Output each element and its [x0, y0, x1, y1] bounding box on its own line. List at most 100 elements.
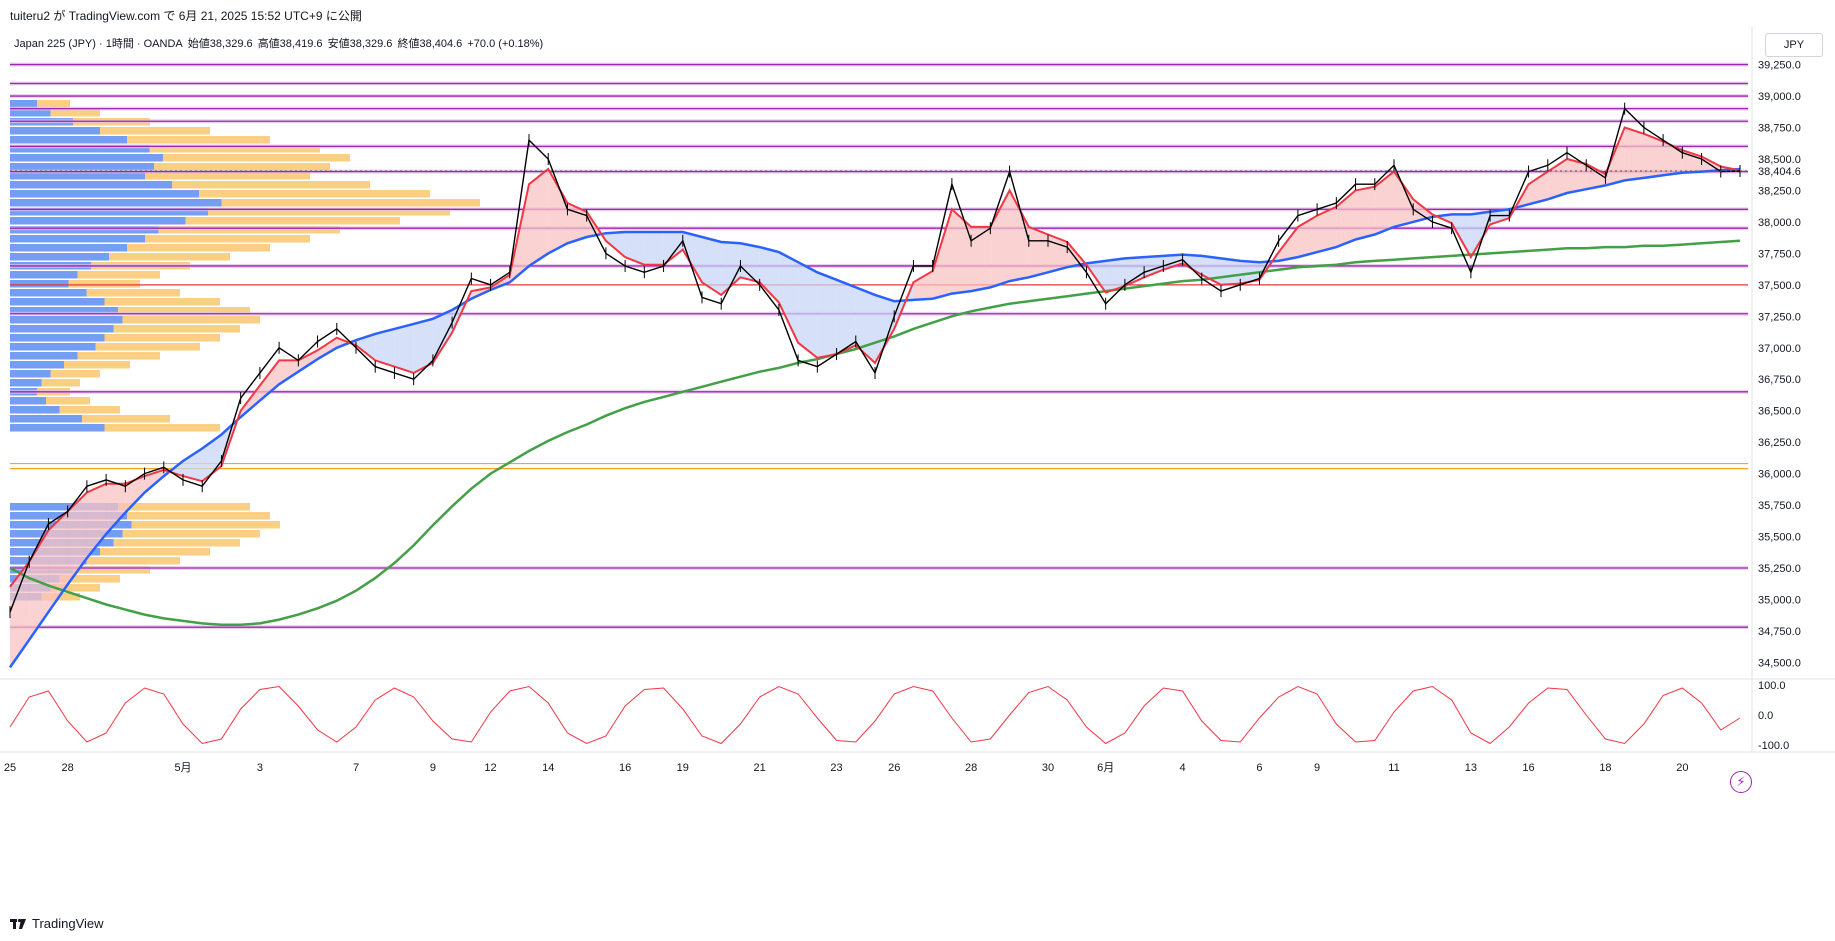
- ema-cloud-segment: [625, 232, 645, 265]
- volume-profile-up-bar: [10, 217, 186, 225]
- brand-name[interactable]: TradingView: [32, 916, 104, 931]
- currency-button[interactable]: JPY: [1765, 33, 1823, 57]
- ema-mid-line: [8, 167, 1741, 669]
- symbol-name[interactable]: Japan 225 (JPY) · 1時間 · OANDA: [14, 38, 183, 50]
- volume-profile-down-bar: [163, 154, 350, 162]
- ema-cloud-segment: [990, 190, 1010, 288]
- ema-cloud-segment: [1240, 260, 1260, 284]
- lightning-icon[interactable]: ⚡: [1730, 771, 1752, 793]
- ema-cloud-segment: [1105, 258, 1125, 293]
- ema-cloud-segment: [1182, 254, 1202, 275]
- volume-profile-up-bar: [10, 271, 78, 279]
- volume-profile-up-bar: [10, 181, 172, 189]
- ema-cloud-segment: [106, 483, 126, 534]
- y-tick-label: 36,750.0: [1758, 374, 1801, 386]
- ema-cloud-segment: [1355, 186, 1375, 240]
- volume-profile-up-bar: [10, 370, 51, 378]
- y-tick-label: 35,000.0: [1758, 594, 1801, 606]
- ema-cloud-segment: [817, 272, 837, 358]
- ema-cloud-segment: [682, 232, 702, 283]
- volume-profile-up-bar: [10, 415, 82, 423]
- ema-cloud-segment: [1297, 215, 1318, 258]
- ema-cloud-segment: [778, 252, 799, 343]
- volume-profile-up-bar: [10, 406, 60, 414]
- volume-profile-up-bar: [10, 199, 222, 207]
- ema-cloud-segment: [740, 243, 760, 283]
- y-tick-label: 37,000.0: [1758, 343, 1801, 355]
- volume-profile-down-bar: [86, 557, 180, 565]
- ema-cloud-segment: [1586, 164, 1606, 190]
- ema-cloud-segment: [529, 169, 549, 266]
- y-tick-label: 39,250.0: [1758, 60, 1801, 72]
- volume-profile-down-bar: [68, 280, 140, 288]
- ema-cloud-segment: [605, 232, 626, 258]
- volume-profile-up-bar: [10, 379, 42, 387]
- x-tick-label: 20: [1676, 762, 1688, 774]
- ema-cloud-segment: [375, 328, 395, 367]
- ema-cloud-segment: [1567, 159, 1587, 193]
- volume-profile-up-bar: [10, 503, 118, 511]
- x-tick-label: 7: [353, 762, 359, 774]
- x-tick-label: 3: [257, 762, 263, 774]
- ema-cloud-segment: [932, 209, 952, 299]
- y-tick-label: 36,500.0: [1758, 406, 1801, 418]
- ema-cloud-segment: [875, 294, 895, 363]
- high-value: 高値38,419.6: [257, 38, 323, 50]
- ema-cloud-segment: [913, 271, 933, 300]
- x-tick-label: 6月: [1097, 762, 1114, 774]
- ema-cloud-segment: [1028, 226, 1048, 278]
- ema-cloud-segment: [644, 232, 664, 265]
- volume-profile-down-bar: [199, 190, 430, 198]
- ema-cloud-segment: [317, 337, 337, 360]
- ema-cloud-segment: [951, 209, 972, 294]
- volume-profile-down-bar: [131, 521, 280, 529]
- x-tick-label: 9: [430, 762, 436, 774]
- ema-cloud-segment: [567, 203, 587, 244]
- change-value: +70.0 (+0.18%): [467, 38, 544, 50]
- volume-profile-up-bar: [10, 154, 163, 162]
- volume-profile-down-bar: [145, 172, 310, 180]
- ema-cloud-segment: [1317, 206, 1337, 253]
- volume-profile-up-bar: [10, 163, 154, 171]
- volume-profile-down-bar: [104, 334, 220, 342]
- volume-profile-down-bar: [104, 424, 220, 432]
- ema-cloud-segment: [29, 530, 49, 640]
- volume-profile-down-bar: [46, 397, 90, 405]
- x-tick-label: 23: [830, 762, 842, 774]
- volume-profile-down-bar: [77, 271, 160, 279]
- low-value: 安値38,329.6: [327, 38, 393, 50]
- volume-profile-down-bar: [118, 307, 250, 315]
- volume-profile-up-bar: [10, 361, 64, 369]
- volume-profile-up-bar: [10, 235, 145, 243]
- ema-cloud-segment: [759, 247, 779, 303]
- volume-profile-down-bar: [95, 343, 200, 351]
- y-tick-label: 35,500.0: [1758, 532, 1801, 544]
- y-tick-label: 35,750.0: [1758, 500, 1801, 512]
- volume-profile-up-bar: [10, 145, 150, 153]
- x-tick-label: 6: [1256, 762, 1262, 774]
- ema-cloud-segment: [259, 360, 280, 401]
- volume-profile-down-bar: [208, 208, 450, 216]
- volume-profile-down-bar: [41, 379, 80, 387]
- oscillator-line: [9, 685, 1741, 745]
- ema-cloud-segment: [10, 561, 30, 668]
- oscillator-tick-label: 100.0: [1758, 680, 1786, 692]
- ema-cloud-segment: [1221, 258, 1241, 285]
- oscillator-tick-label: 0.0: [1758, 710, 1773, 722]
- y-tick-label: 39,000.0: [1758, 91, 1801, 103]
- volume-profile-down-bar: [127, 244, 270, 252]
- volume-profile-down-bar: [100, 127, 210, 135]
- volume-profile-down-bar: [118, 503, 250, 511]
- volume-profile-down-bar: [104, 298, 220, 306]
- ema-cloud-segment: [836, 279, 856, 355]
- volume-profile-up-bar: [10, 343, 96, 351]
- y-tick-label: 35,250.0: [1758, 563, 1801, 575]
- x-tick-label: 12: [484, 762, 496, 774]
- ema-cloud-segment: [279, 360, 299, 385]
- ema-cloud-segment: [298, 350, 318, 372]
- ema-cloud-segment: [1336, 190, 1356, 248]
- ema-cloud-segment: [663, 232, 683, 265]
- publish-info: tuiteru2 が TradingView.com で 6月 21, 2025…: [10, 9, 362, 23]
- volume-profile-down-bar: [77, 352, 160, 360]
